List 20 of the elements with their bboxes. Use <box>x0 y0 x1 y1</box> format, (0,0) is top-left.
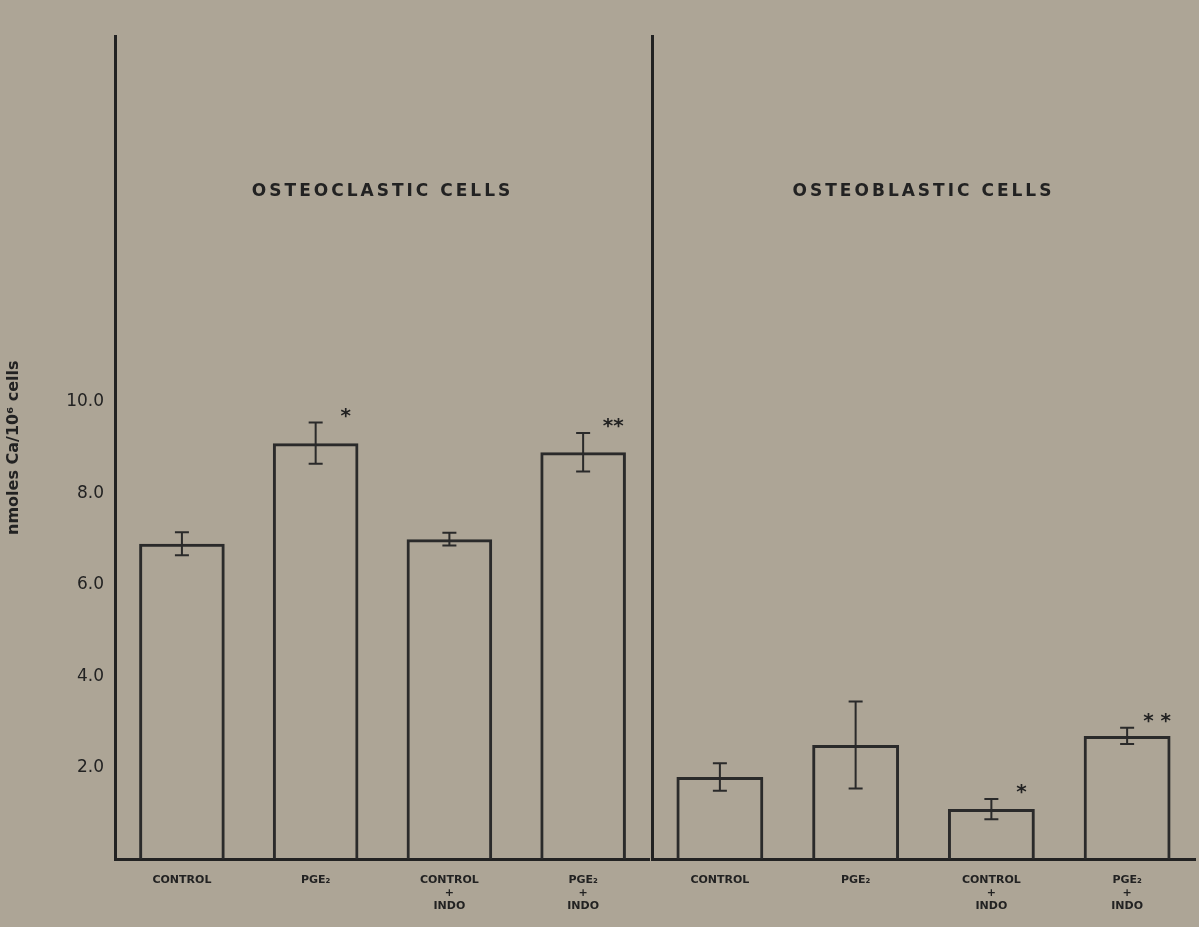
annotation: ** <box>602 413 625 438</box>
annotation: * * <box>1143 707 1172 732</box>
x-tick-label: CONTROL + INDO <box>961 872 1021 913</box>
y-tick-label: 2.0 <box>77 756 105 777</box>
x-tick-label: CONTROL + INDO <box>419 872 479 913</box>
x-tick-label: CONTROL <box>690 872 750 886</box>
y-tick-label: 10.0 <box>66 390 105 411</box>
annotation: * <box>340 402 352 427</box>
x-tick-label: CONTROL <box>152 872 212 886</box>
x-tick-label: PGE₂ <box>300 872 331 886</box>
y-tick-label: 4.0 <box>77 664 105 685</box>
x-tick-label: PGE₂ <box>840 872 871 886</box>
x-tick-label: PGE₂ + INDO <box>1111 872 1144 913</box>
annotation: * <box>1016 779 1028 804</box>
y-axis-title: nmoles Ca/10⁶ cells <box>2 360 22 535</box>
y-tick-label: 6.0 <box>77 573 105 594</box>
text: OSTEOCLASTIC CELLS <box>251 180 514 201</box>
y-tick-label: 8.0 <box>77 481 105 502</box>
text: OSTEOBLASTIC CELLS <box>792 180 1055 201</box>
x-tick-label: PGE₂ + INDO <box>567 872 600 913</box>
